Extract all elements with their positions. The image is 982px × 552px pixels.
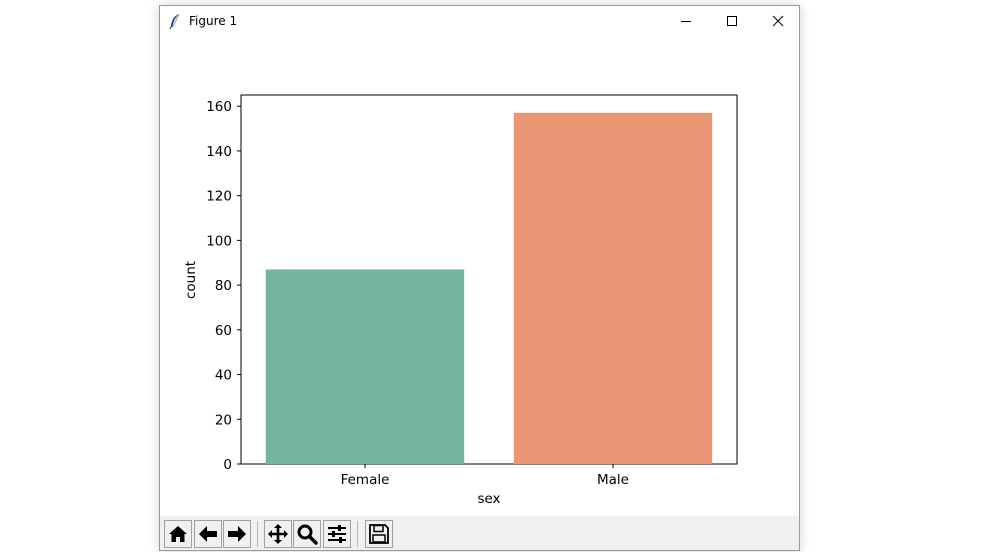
- toolbar-separator: [257, 521, 258, 547]
- save-button[interactable]: [365, 520, 393, 548]
- x-axis-label: sex: [477, 491, 500, 507]
- y-tick-label: 160: [206, 99, 232, 115]
- x-tick-label: Female: [341, 472, 390, 488]
- y-tick-label: 120: [206, 189, 232, 205]
- bar-female: [265, 269, 465, 464]
- floppy-disk-icon: [369, 524, 389, 544]
- toolbar-separator: [357, 521, 358, 547]
- minimize-button[interactable]: [663, 6, 709, 36]
- pan-button[interactable]: [264, 520, 292, 548]
- close-button[interactable]: [755, 6, 799, 36]
- magnifier-icon: [297, 524, 318, 545]
- bar-chart: 0 20 40 60 80 100 120 140 160 Female Male sex cou…: [183, 94, 738, 507]
- x-tick-label: Male: [597, 472, 629, 488]
- bar-male: [513, 112, 713, 465]
- zoom-button[interactable]: [293, 520, 321, 548]
- sliders-icon: [328, 525, 346, 543]
- y-tick-label: 20: [215, 412, 232, 428]
- feather-icon: [169, 13, 180, 29]
- forward-button[interactable]: [223, 520, 251, 548]
- arrow-left-icon: [199, 526, 217, 542]
- y-tick-label: 80: [215, 278, 232, 294]
- title-bar[interactable]: Figure 1: [160, 6, 799, 36]
- close-icon: [772, 15, 784, 27]
- move-icon: [268, 524, 288, 544]
- minimize-icon: [681, 21, 691, 22]
- axes-frame: [240, 94, 738, 465]
- y-tick-label: 140: [206, 144, 232, 160]
- y-axis-label: count: [183, 261, 199, 299]
- maximize-icon: [727, 16, 737, 26]
- back-button[interactable]: [194, 520, 222, 548]
- y-tick-label: 100: [206, 233, 232, 249]
- maximize-button[interactable]: [709, 6, 755, 36]
- y-tick-label: 40: [215, 368, 232, 384]
- home-icon: [169, 526, 187, 542]
- home-button[interactable]: [164, 520, 192, 548]
- navigation-toolbar: [160, 516, 799, 550]
- y-tick-label: 60: [215, 323, 232, 339]
- arrow-right-icon: [228, 526, 246, 542]
- y-tick-label: 0: [223, 457, 232, 473]
- configure-subplots-button[interactable]: [323, 520, 351, 548]
- window-title: Figure 1: [189, 14, 238, 28]
- figure-window: Figure 1 0 20 40 60 80 100 120 140 160 Female Mal…: [159, 5, 800, 551]
